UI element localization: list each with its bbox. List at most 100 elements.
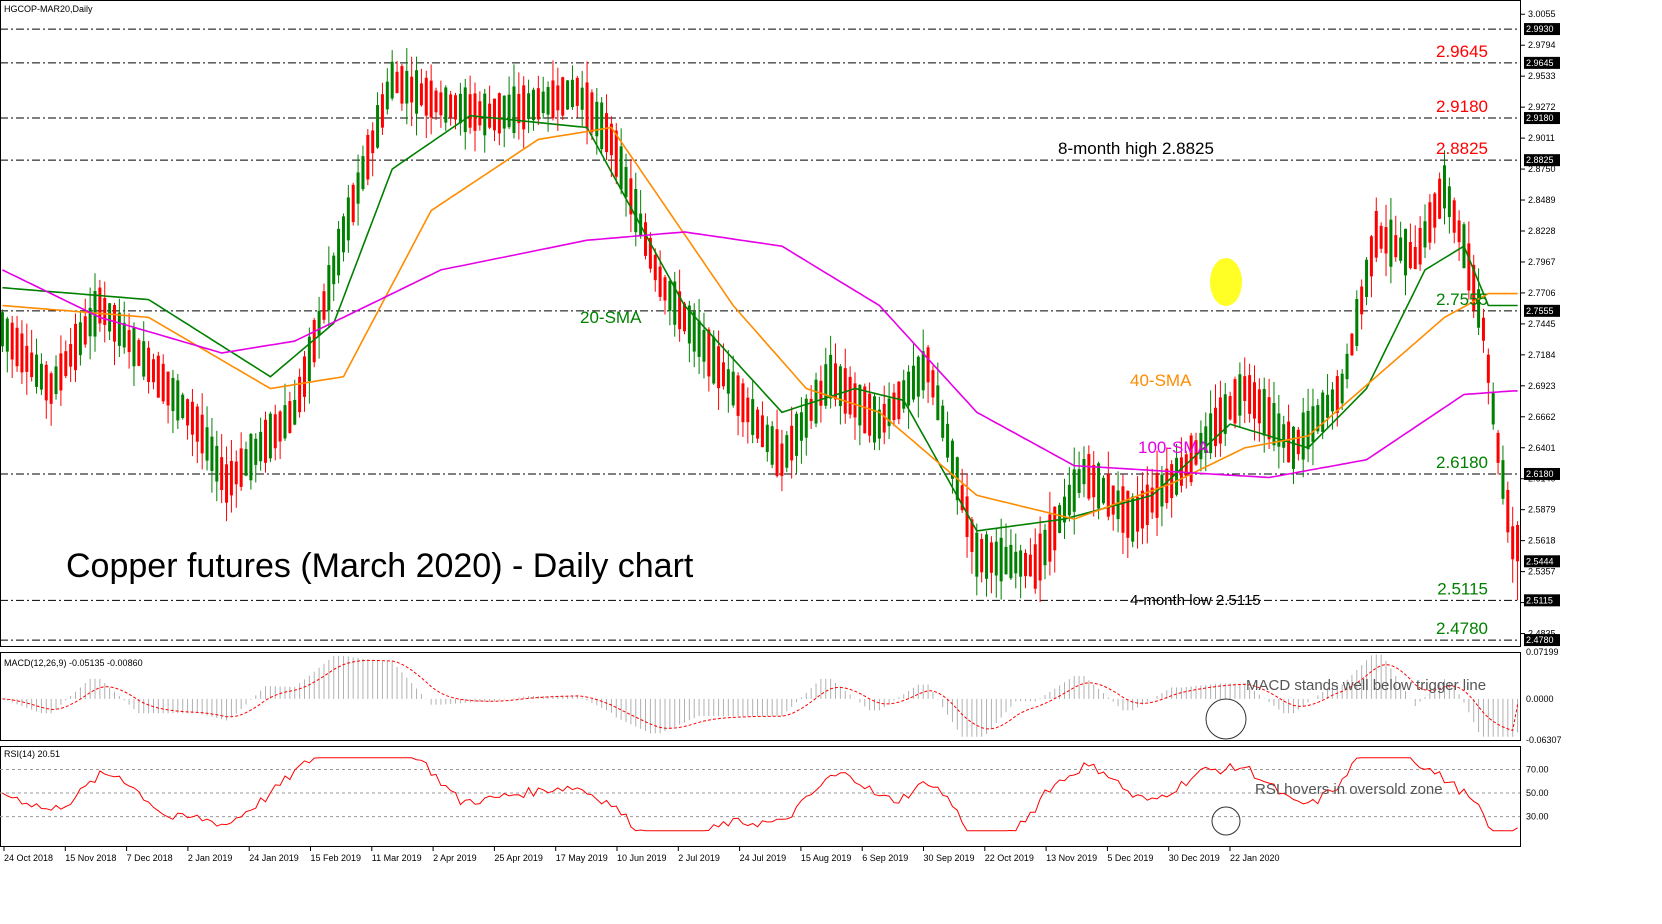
candle-body: [434, 90, 438, 113]
candle-body: [117, 312, 121, 346]
candle-body: [1262, 388, 1266, 436]
candle-body: [1155, 472, 1159, 518]
candle-body: [1097, 463, 1101, 509]
candle-body: [975, 532, 979, 577]
candle-body: [1335, 376, 1339, 413]
candle-body: [405, 70, 409, 104]
candle-body: [1433, 193, 1437, 228]
price-marker: [1524, 304, 1560, 317]
level-label: 2.7555: [1436, 290, 1488, 309]
candle-body: [492, 98, 496, 131]
candle-body: [1252, 382, 1256, 419]
x-tick-label: 30 Dec 2019: [1169, 853, 1220, 863]
rsi-circle: [1211, 806, 1241, 836]
candle-body: [20, 333, 24, 373]
candle-body: [142, 341, 146, 377]
candle-body: [1277, 413, 1281, 447]
price-tick-label: 2.9272: [1528, 102, 1556, 112]
candle-body: [726, 369, 730, 394]
candle-body: [1062, 496, 1066, 523]
x-tick-label: 15 Feb 2019: [311, 853, 362, 863]
x-tick-label: 11 Mar 2019: [372, 853, 422, 863]
candle-body: [546, 87, 550, 115]
candle-body: [458, 93, 462, 124]
candle-body: [1101, 477, 1105, 504]
candle-body: [1301, 412, 1305, 460]
candle-body: [1282, 424, 1286, 448]
candle-body: [1345, 353, 1349, 380]
candle-body: [892, 392, 896, 421]
candle-body: [668, 281, 672, 311]
candle-body: [931, 370, 935, 398]
x-tick-label: 24 Jul 2019: [740, 853, 787, 863]
candle-body: [10, 322, 14, 360]
candle-body: [1516, 524, 1520, 562]
candle-body: [926, 347, 930, 383]
candle-body: [488, 103, 492, 128]
price-tick-label: 2.7706: [1528, 288, 1556, 298]
candle-body: [697, 320, 701, 357]
candle-body: [736, 375, 740, 416]
price-tick-label: 2.4835: [1528, 629, 1556, 639]
macd-note: MACD stands well below trigger line: [1246, 677, 1486, 694]
candle-body: [1389, 219, 1393, 267]
price-marker: [1524, 56, 1560, 69]
candle-body: [907, 371, 911, 406]
candle-body: [1199, 432, 1203, 460]
x-axis: 24 Oct 2018 15 Nov 2018 7 Dec 2018 2 Jan 20…: [3, 846, 1280, 863]
macd-pane: [0, 652, 1521, 741]
x-tick-label: 22 Jan 2020: [1230, 853, 1280, 863]
candle-body: [254, 438, 258, 465]
symbol-label: HGCOP-MAR20,Daily: [4, 4, 93, 14]
candle-body: [600, 102, 604, 150]
candle-body: [78, 322, 82, 356]
candle-body: [312, 319, 316, 363]
candle-body: [795, 413, 799, 456]
candle-body: [1408, 242, 1412, 269]
candle-body: [648, 237, 652, 269]
candle-body: [1296, 429, 1300, 455]
candle-body: [273, 414, 277, 449]
candle-body: [1228, 396, 1232, 420]
candle-body: [1374, 210, 1378, 258]
price-marker: [1524, 634, 1560, 647]
candle-body: [1077, 469, 1081, 493]
candle-body: [478, 101, 482, 126]
candle-body: [663, 277, 667, 301]
candle-body: [629, 178, 633, 215]
candle-body: [454, 95, 458, 120]
macd-tick-label: 0.07199: [1526, 647, 1559, 657]
candle-body: [463, 87, 467, 133]
x-tick-label: 17 May 2019: [556, 853, 608, 863]
candle-body: [780, 443, 784, 476]
candle-body: [234, 461, 238, 485]
price-marker-label: 2.6180: [1526, 469, 1554, 479]
annotation-low: 4-month low 2.5115: [1130, 592, 1261, 609]
candle-body: [824, 364, 828, 406]
candle-body: [717, 346, 721, 389]
candle-body: [911, 365, 915, 400]
candle-body: [468, 94, 472, 128]
candle-body: [1418, 227, 1422, 265]
candle-body: [746, 397, 750, 423]
candle-body: [673, 281, 677, 325]
candle-body: [1413, 246, 1417, 270]
sma-line-20-sma: [2, 114, 1518, 532]
candle-body: [1136, 496, 1140, 532]
candle-body: [838, 366, 842, 407]
candle-body: [259, 431, 263, 462]
candle-body: [1092, 464, 1096, 498]
candle-body: [644, 222, 648, 256]
candle-body: [0, 312, 4, 347]
candle-body: [108, 303, 112, 332]
price-tick-label: 2.5357: [1528, 567, 1556, 577]
candle-body: [980, 538, 984, 573]
candle-body: [1204, 426, 1208, 453]
candle-body: [176, 380, 180, 421]
x-tick-label: 10 Jun 2019: [617, 853, 667, 863]
candle-body: [351, 184, 355, 223]
candle-body: [302, 356, 306, 397]
candle-body: [288, 401, 292, 433]
candle-body: [54, 366, 58, 395]
